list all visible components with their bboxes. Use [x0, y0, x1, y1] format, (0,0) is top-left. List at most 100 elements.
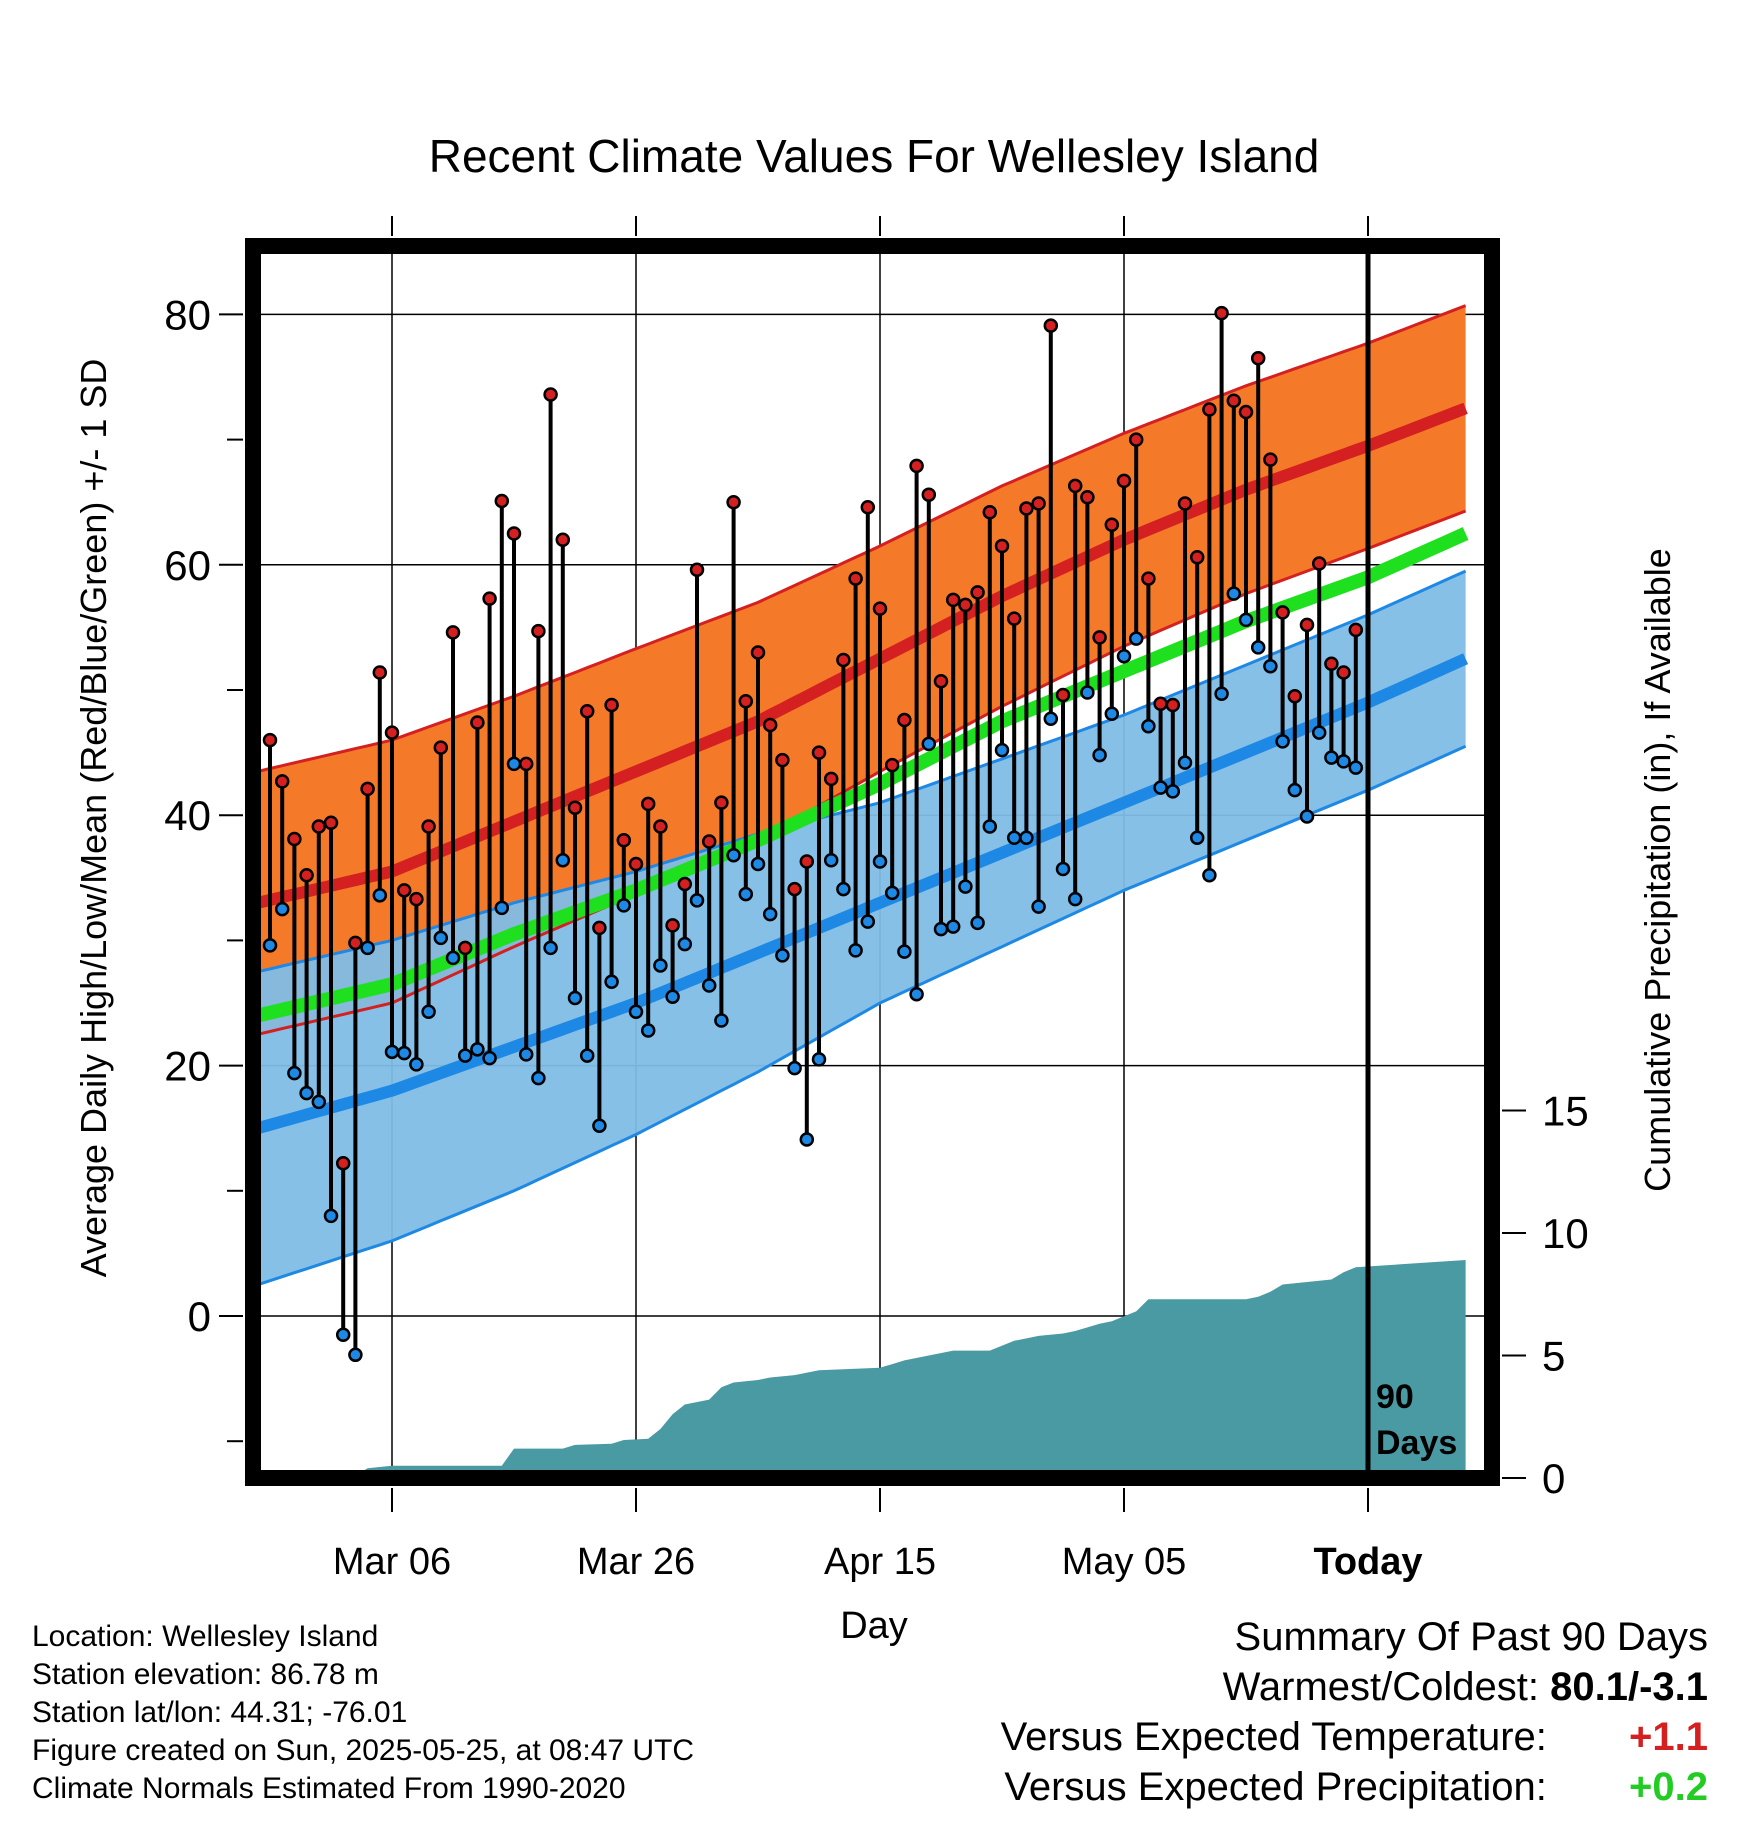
low-point	[811, 1052, 827, 1067]
low-point	[665, 989, 680, 1004]
low-point	[933, 921, 949, 937]
high-point	[1006, 611, 1022, 626]
low-point	[884, 885, 900, 901]
high-point	[884, 757, 900, 773]
low-point	[775, 948, 790, 963]
x-tick-label: Mar 06	[333, 1541, 451, 1583]
low-point	[958, 879, 973, 894]
high-point	[1092, 630, 1107, 645]
low-point	[1250, 640, 1266, 655]
low-point	[1043, 711, 1059, 727]
low-point	[1263, 658, 1278, 674]
low-point	[494, 900, 510, 916]
high-point	[579, 704, 595, 719]
high-point	[994, 538, 1010, 554]
high-point	[714, 795, 729, 810]
low-point	[421, 1004, 436, 1020]
high-point	[775, 752, 790, 768]
high-point	[982, 504, 998, 520]
high-point	[457, 940, 473, 956]
precip-value: +0.2	[1629, 1765, 1708, 1809]
x-tick-label: May 05	[1062, 1541, 1187, 1583]
low-point	[311, 1094, 327, 1110]
high-point	[445, 625, 461, 640]
high-point	[543, 387, 558, 402]
high-point	[689, 562, 705, 578]
summary-precip: Versus Expected Precipitation: +0.2	[1001, 1762, 1708, 1812]
high-point	[384, 725, 400, 740]
location-text: Location: Wellesley Island	[32, 1620, 379, 1653]
station-info: Location: Wellesley Island Station eleva…	[32, 1618, 694, 1808]
x-tick-label: Today	[1313, 1541, 1422, 1583]
low-point	[348, 1347, 363, 1363]
low-point	[1189, 830, 1205, 845]
high-point	[1348, 622, 1364, 638]
high-point	[335, 1156, 351, 1171]
high-point	[1080, 489, 1095, 505]
low-point	[1067, 891, 1083, 907]
low-point	[616, 898, 632, 913]
low-point	[994, 742, 1010, 758]
high-point	[360, 781, 375, 797]
low-point	[372, 888, 388, 903]
high-point	[567, 800, 583, 815]
high-point	[348, 935, 363, 951]
low-point	[628, 1004, 644, 1020]
high-point	[287, 831, 302, 847]
high-point	[274, 774, 290, 789]
low-point	[1348, 760, 1364, 775]
summary-title: Summary Of Past 90 Days	[1234, 1615, 1708, 1659]
low-point	[909, 986, 924, 1002]
high-point	[1336, 665, 1351, 680]
normal-low-line	[256, 653, 1469, 1134]
low-point	[640, 1023, 656, 1038]
high-band-lower-edge	[257, 509, 1467, 1036]
normals-text: Climate Normals Estimated From 1990-2020	[32, 1772, 626, 1805]
y-tick-label: 80	[164, 291, 211, 338]
high-point	[299, 868, 314, 883]
high-point	[262, 732, 278, 748]
low-point	[287, 1065, 302, 1081]
high-point	[1202, 402, 1217, 417]
high-point	[665, 918, 680, 933]
high-point	[921, 487, 937, 502]
low-point	[604, 974, 619, 989]
low-point	[970, 915, 985, 931]
y-tick-label: 0	[188, 1293, 211, 1340]
low-point	[848, 943, 863, 958]
low-point	[1299, 809, 1315, 824]
low-point	[738, 886, 754, 902]
warm-cold-value: 80.1/-3.1	[1550, 1665, 1708, 1709]
high-point	[1263, 452, 1278, 467]
low-point	[396, 1045, 412, 1061]
low-point	[787, 1060, 802, 1076]
low-point	[1177, 755, 1193, 770]
precip-label: Versus Expected Precipitation:	[1004, 1765, 1547, 1809]
low-point	[701, 978, 717, 993]
low-band-upper-edge	[257, 569, 1467, 974]
high-point	[409, 891, 424, 907]
high-point	[1067, 478, 1083, 494]
high-point	[555, 532, 571, 548]
high-point	[506, 526, 522, 541]
high-point	[518, 756, 534, 772]
high-point	[531, 623, 546, 639]
low-point	[1116, 648, 1132, 664]
low-point	[726, 848, 741, 863]
y2-tick-label: 5	[1542, 1333, 1565, 1380]
high-point	[970, 585, 985, 600]
low-point	[714, 1013, 729, 1028]
latlon-text: Station lat/lon: 44.31; -76.01	[32, 1696, 408, 1729]
low-point	[1275, 734, 1290, 749]
low-sd-band	[257, 571, 1466, 1285]
low-point	[1311, 725, 1327, 740]
y-tick-label: 20	[164, 1043, 211, 1090]
high-point	[872, 601, 888, 616]
low-point	[457, 1048, 473, 1063]
high-point	[494, 493, 510, 509]
low-point	[762, 906, 778, 922]
high-point	[616, 832, 632, 848]
low-point	[1336, 754, 1351, 769]
normal-high-line	[256, 402, 1468, 909]
low-point	[1019, 830, 1034, 845]
